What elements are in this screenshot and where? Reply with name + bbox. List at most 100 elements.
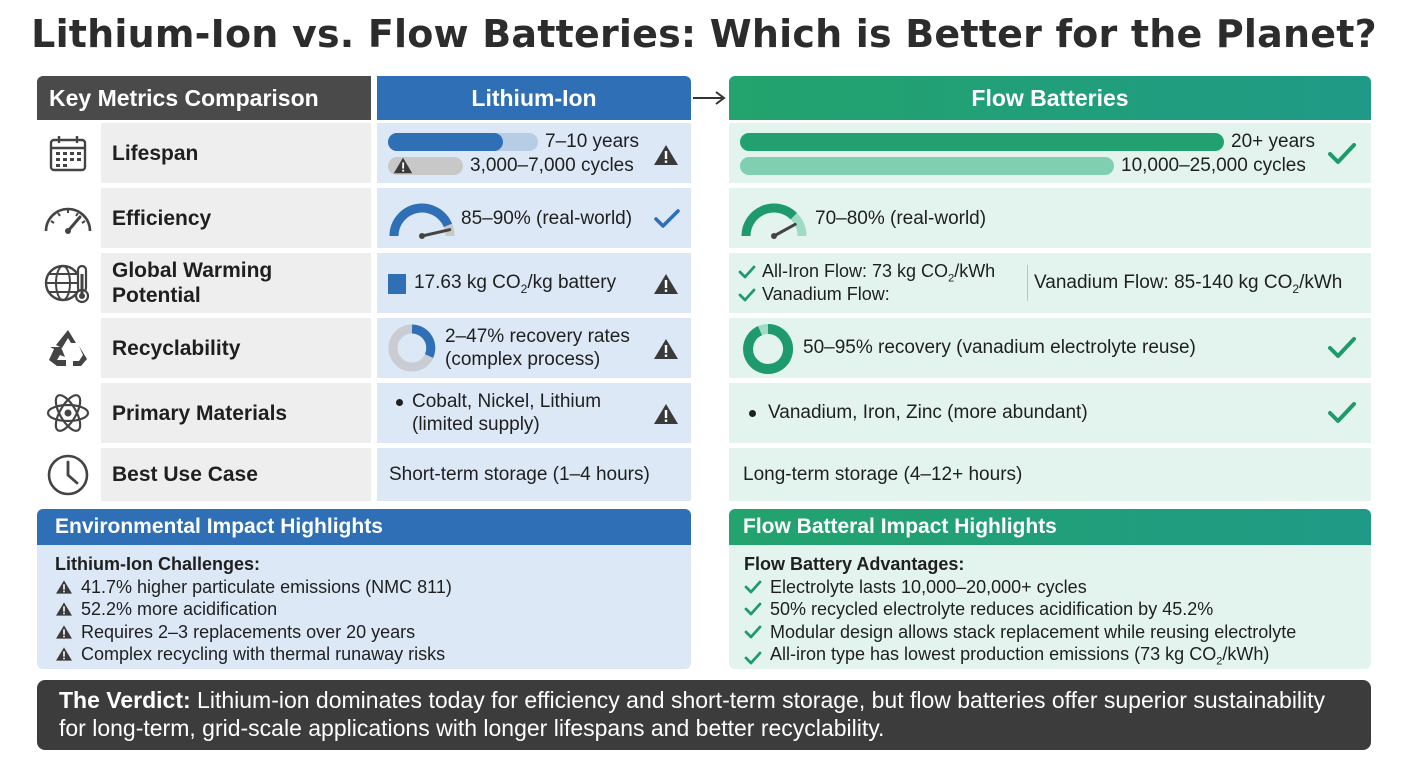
efficiency-fb-cell: 70–80% (real-world) <box>729 188 1371 248</box>
warning-icon <box>56 647 72 661</box>
env-panel-subtitle: Lithium-Ion Challenges: <box>55 554 260 574</box>
gauge-fill <box>389 203 453 237</box>
env-panel-title: Environmental Impact Highlights <box>37 509 691 545</box>
gauge-needle <box>420 228 452 238</box>
gauge-fill <box>741 203 797 237</box>
header-lithium-ion: Lithium-Ion <box>377 76 691 120</box>
fb-efficiency-gauge <box>741 203 807 239</box>
recyclability-fb-cell: 50–95% recovery (vanadium electrolyte re… <box>729 318 1371 378</box>
arrow-right-icon <box>693 91 726 105</box>
fb-usecase-text: Long-term storage (4–12+ hours) <box>743 463 1023 485</box>
li-efficiency-gauge <box>389 203 455 239</box>
env-item: 52.2% more acidification <box>55 598 691 621</box>
check-icon <box>654 209 680 228</box>
check-icon <box>1328 143 1356 164</box>
atom-icon <box>37 383 99 443</box>
flow-item: All-iron type has lowest production emis… <box>744 643 1371 673</box>
warning-icon <box>654 145 678 165</box>
row-label-efficiency: Efficiency <box>101 188 371 248</box>
li-recovery-donut <box>388 324 436 372</box>
li-materials-line1: Cobalt, Nickel, Lithium <box>412 391 602 412</box>
fb-gwp-item1: All-Iron Flow: 73 kg CO2/kWh <box>762 261 996 285</box>
gauge-hub <box>419 233 425 239</box>
usecase-fb-cell: Long-term storage (4–12+ hours) <box>729 448 1371 501</box>
gauge-needle <box>772 222 797 238</box>
warning-icon <box>654 339 678 359</box>
warning-icon <box>654 404 678 424</box>
fb-years-text: 20+ years <box>1231 131 1315 152</box>
fb-cycles-bar <box>740 157 1114 175</box>
fb-years-bar <box>740 133 1224 151</box>
row-label-gwp: Global Warming Potential <box>101 253 371 313</box>
verdict-box: The Verdict: Lithium-ion dominates today… <box>37 680 1371 750</box>
env-item: Requires 2–3 replacements over 20 years <box>55 621 691 644</box>
efficiency-li-cell: 85–90% (real-world) <box>377 188 691 248</box>
fb-gwp-vanadium: Vanadium Flow: 85-140 kg CO2/kWh <box>1034 272 1343 296</box>
gauge-icon <box>37 188 99 248</box>
li-recovery-line2: (complex process) <box>445 349 601 370</box>
check-icon <box>1328 402 1356 423</box>
row-label-usecase: Best Use Case <box>101 448 371 501</box>
warning-icon <box>56 625 72 639</box>
check-icon <box>744 580 762 594</box>
flow-panel-subtitle: Flow Battery Advantages: <box>744 554 965 574</box>
warning-icon <box>393 157 413 174</box>
flow-panel-title: Flow Batteral Impact Highlights <box>729 509 1371 545</box>
warning-icon <box>654 274 678 294</box>
check-icon <box>744 651 762 665</box>
gwp-fb-cell: All-Iron Flow: 73 kg CO2/kWh Vanadium Fl… <box>729 253 1371 313</box>
materials-li-cell: Cobalt, Nickel, Lithium (limited supply) <box>377 383 691 443</box>
clock-icon <box>37 448 99 501</box>
flow-item: 50% recycled electrolyte reduces acidifi… <box>744 598 1371 621</box>
lifespan-fb-cell: 20+ years 10,000–25,000 cycles <box>729 123 1371 183</box>
calendar-icon <box>37 123 99 183</box>
li-years-bar-fill <box>388 133 503 151</box>
verdict-text: Lithium-ion dominates today for efficien… <box>59 687 1326 741</box>
fb-recovery-text: 50–95% recovery (vanadium electrolyte re… <box>803 337 1196 358</box>
fb-materials-text: Vanadium, Iron, Zinc (more abundant) <box>768 402 1088 423</box>
flow-panel-body: Flow Battery Advantages: Electrolyte las… <box>729 545 1371 669</box>
gwp-label-line1: Global Warming <box>112 259 273 282</box>
li-gwp-text: 17.63 kg CO2/kg battery <box>414 272 617 296</box>
bullet-dot <box>396 399 403 406</box>
materials-fb-cell: Vanadium, Iron, Zinc (more abundant) <box>729 383 1371 443</box>
check-icon <box>738 288 756 302</box>
fb-cycles-text: 10,000–25,000 cycles <box>1121 155 1306 176</box>
li-recovery-line1: 2–47% recovery rates <box>445 326 630 347</box>
warning-icon <box>56 602 72 616</box>
li-efficiency-text: 85–90% (real-world) <box>461 208 633 229</box>
gauge-hub <box>771 233 777 239</box>
bullet-dot <box>749 410 756 417</box>
row-label-recyclability: Recyclability <box>101 318 371 378</box>
divider <box>1027 265 1028 301</box>
check-icon <box>1328 337 1356 358</box>
env-item: 41.7% higher particulate emissions (NMC … <box>55 576 691 599</box>
row-label-lifespan: Lifespan <box>101 123 371 183</box>
fb-efficiency-text: 70–80% (real-world) <box>815 208 987 229</box>
check-icon <box>744 602 762 616</box>
usecase-li-cell: Short-term storage (1–4 hours) <box>377 448 691 501</box>
header-flow-batteries: Flow Batteries <box>729 76 1371 120</box>
li-cycles-text: 3,000–7,000 cycles <box>470 155 634 176</box>
globe-thermometer-icon <box>37 253 99 313</box>
recycle-icon <box>37 318 99 378</box>
fb-recovery-donut <box>743 323 794 374</box>
check-icon <box>738 265 756 279</box>
li-years-text: 7–10 years <box>545 131 640 152</box>
li-gwp-marker <box>388 274 406 294</box>
flow-item: Modular design allows stack replacement … <box>744 621 1371 644</box>
li-materials-line2: (limited supply) <box>412 414 540 435</box>
gwp-label-line2: Potential <box>112 284 201 307</box>
gwp-li-cell: 17.63 kg CO2/kg battery <box>377 253 691 313</box>
fb-gwp-item2: Vanadium Flow: <box>762 284 890 304</box>
verdict-label: The Verdict: <box>59 687 191 713</box>
recyclability-li-cell: 2–47% recovery rates (complex process) <box>377 318 691 378</box>
warning-icon <box>56 580 72 594</box>
check-icon <box>744 625 762 639</box>
row-label-materials: Primary Materials <box>101 383 371 443</box>
page-title: Lithium-Ion vs. Flow Batteries: Which is… <box>31 12 1377 56</box>
li-usecase-text: Short-term storage (1–4 hours) <box>389 463 650 485</box>
header-key-metrics: Key Metrics Comparison <box>37 76 371 120</box>
env-panel-body: Lithium-Ion Challenges: 41.7% higher par… <box>37 545 691 669</box>
lifespan-li-cell: 7–10 years 3,000–7,000 cycles <box>377 123 691 183</box>
